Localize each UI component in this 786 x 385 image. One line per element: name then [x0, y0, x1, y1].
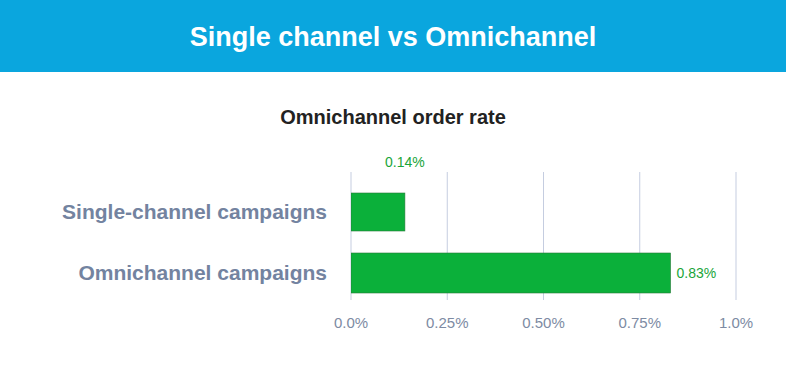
title: Single channel vs Omnichannel — [190, 22, 597, 52]
category-label: Single-channel campaigns — [62, 200, 327, 223]
grid-line — [736, 172, 737, 300]
header-banner — [0, 0, 786, 72]
labels: Single-channel campaigns 0.14% Omnichannel… — [62, 154, 716, 284]
chart-root: Single channel vs Omnichannel Omnichannel… — [0, 0, 786, 385]
tick-label: 1.0% — [719, 314, 753, 331]
data-label: 0.14% — [385, 154, 425, 170]
tick-label: 0.75% — [618, 314, 661, 331]
tick-label: 0.25% — [426, 314, 469, 331]
bars — [351, 193, 671, 293]
tick-label: 0.50% — [522, 314, 565, 331]
bar — [351, 193, 405, 231]
data-label: 0.83% — [677, 265, 717, 281]
tick-label: 0.0% — [334, 314, 368, 331]
subtitle: Omnichannel order rate — [280, 106, 506, 128]
axis-range — [351, 300, 736, 301]
category-label: Omnichannel campaigns — [78, 261, 327, 284]
chart-svg: Single channel vs Omnichannel Omnichannel… — [0, 0, 786, 385]
grid — [351, 172, 736, 300]
bar — [351, 253, 671, 293]
